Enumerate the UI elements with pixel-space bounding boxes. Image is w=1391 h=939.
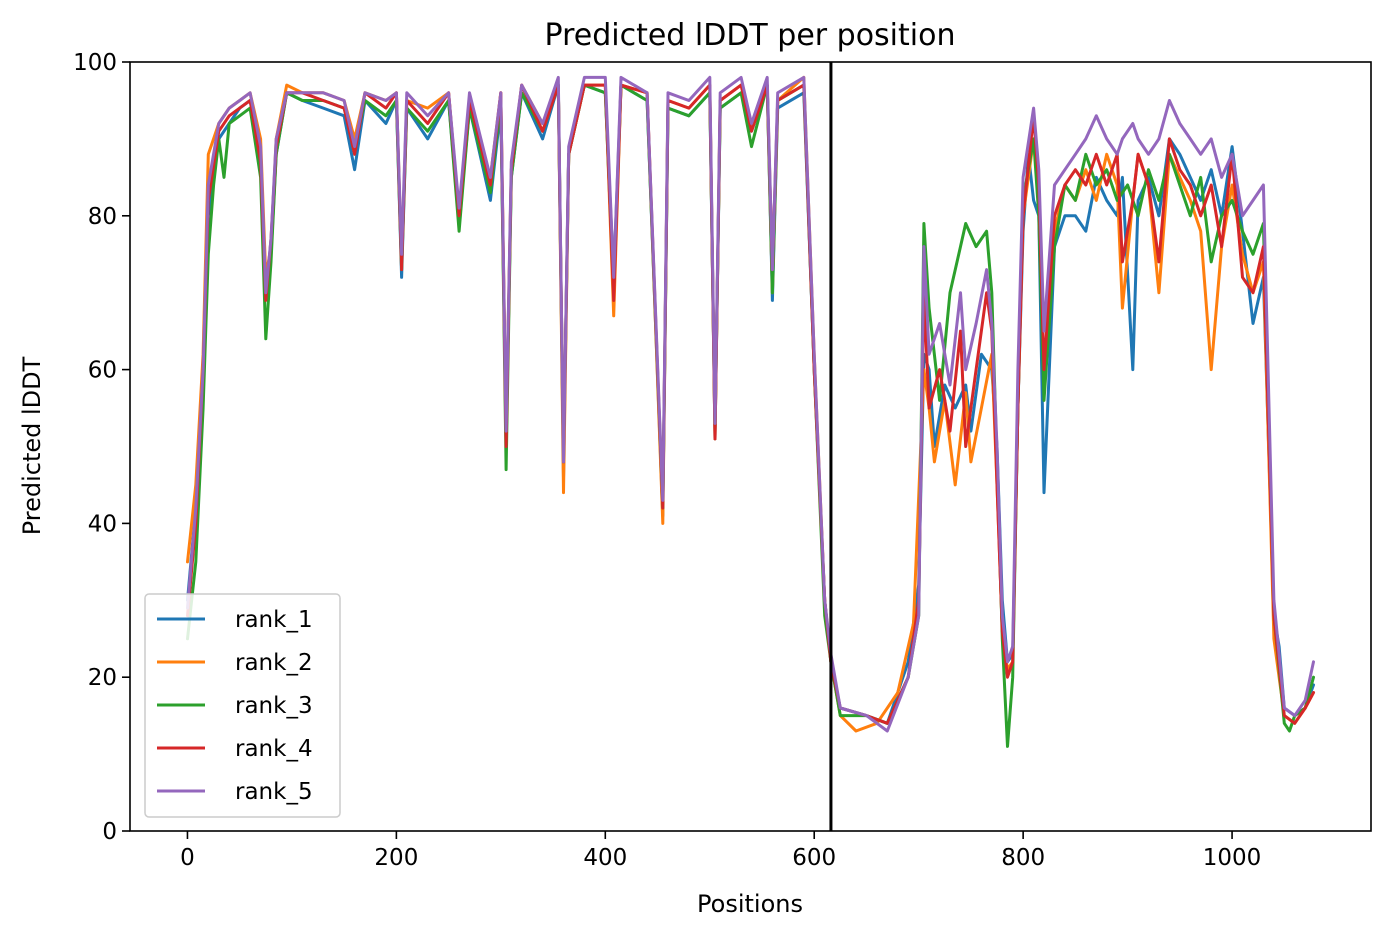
chart-title: Predicted lDDT per position bbox=[545, 18, 956, 53]
x-axis-label: Positions bbox=[697, 890, 803, 918]
x-tick-label: 800 bbox=[1001, 845, 1045, 871]
x-tick-label: 600 bbox=[792, 845, 836, 871]
plot-frame bbox=[129, 61, 1372, 832]
legend-label: rank_2 bbox=[235, 650, 313, 676]
legend-box bbox=[144, 593, 341, 818]
legend-label: rank_1 bbox=[235, 607, 313, 633]
legend: rank_1 rank_2 rank_3 rank_4 rank_5 bbox=[144, 593, 341, 818]
y-tick-label: 80 bbox=[88, 204, 117, 230]
legend-label: rank_3 bbox=[235, 693, 313, 719]
y-tick-label: 20 bbox=[88, 665, 117, 691]
x-tick-label: 1000 bbox=[1203, 845, 1262, 871]
plot-series bbox=[186, 75, 1315, 748]
y-tick-label: 100 bbox=[73, 50, 117, 76]
x-tick-label: 400 bbox=[583, 845, 627, 871]
series-line-rank_5 bbox=[186, 75, 1315, 733]
axis-ticks: 0 200 400 600 800 1000 0 20 40 60 80 100 bbox=[73, 50, 1261, 871]
y-axis-label: Predicted lDDT bbox=[18, 356, 46, 535]
legend-label: rank_5 bbox=[235, 779, 313, 805]
x-tick-label: 200 bbox=[374, 845, 418, 871]
y-tick-label: 60 bbox=[88, 358, 117, 384]
y-tick-label: 0 bbox=[102, 819, 117, 845]
y-tick-label: 40 bbox=[88, 511, 117, 537]
legend-label: rank_4 bbox=[235, 736, 313, 762]
x-tick-label: 0 bbox=[180, 845, 195, 871]
